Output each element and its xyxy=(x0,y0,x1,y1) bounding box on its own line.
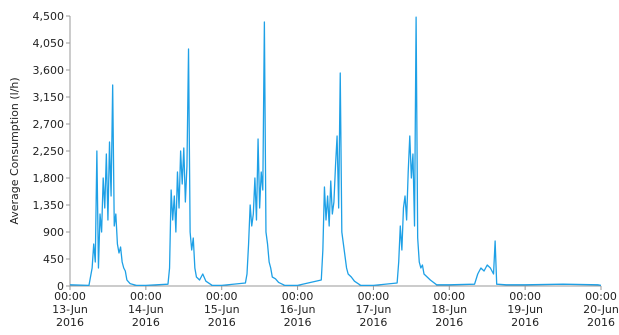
y-tick-label: 900 xyxy=(43,226,64,239)
x-tick-label: 00:00 20-Jun 2016 xyxy=(583,290,619,329)
y-tick-label: 2,250 xyxy=(33,145,65,158)
x-tick-label: 00:00 17-Jun 2016 xyxy=(356,290,392,329)
y-tick-label: 3,150 xyxy=(33,91,65,104)
x-tick-label: 00:00 14-Jun 2016 xyxy=(128,290,164,329)
data-line xyxy=(69,16,602,287)
y-axis-title: Average Consumption (l/h) xyxy=(8,77,21,224)
x-tick-label: 00:00 15-Jun 2016 xyxy=(204,290,240,329)
y-tick-label: 0 xyxy=(57,280,64,293)
y-tick-label: 3,600 xyxy=(33,64,65,77)
y-tick-label: 4,500 xyxy=(33,10,65,23)
x-tick-label: 00:00 19-Jun 2016 xyxy=(507,290,543,329)
y-tick-label: 4,050 xyxy=(33,37,65,50)
y-tick-label: 1,800 xyxy=(33,172,65,185)
y-tick-label: 1,350 xyxy=(33,199,65,212)
y-tick-label: 450 xyxy=(43,253,64,266)
x-tick-label: 00:00 18-Jun 2016 xyxy=(431,290,467,329)
x-tick-label: 00:00 16-Jun 2016 xyxy=(280,290,316,329)
y-tick-label: 2,700 xyxy=(33,118,65,131)
x-tick-label: 00:00 13-Jun 2016 xyxy=(52,290,88,329)
